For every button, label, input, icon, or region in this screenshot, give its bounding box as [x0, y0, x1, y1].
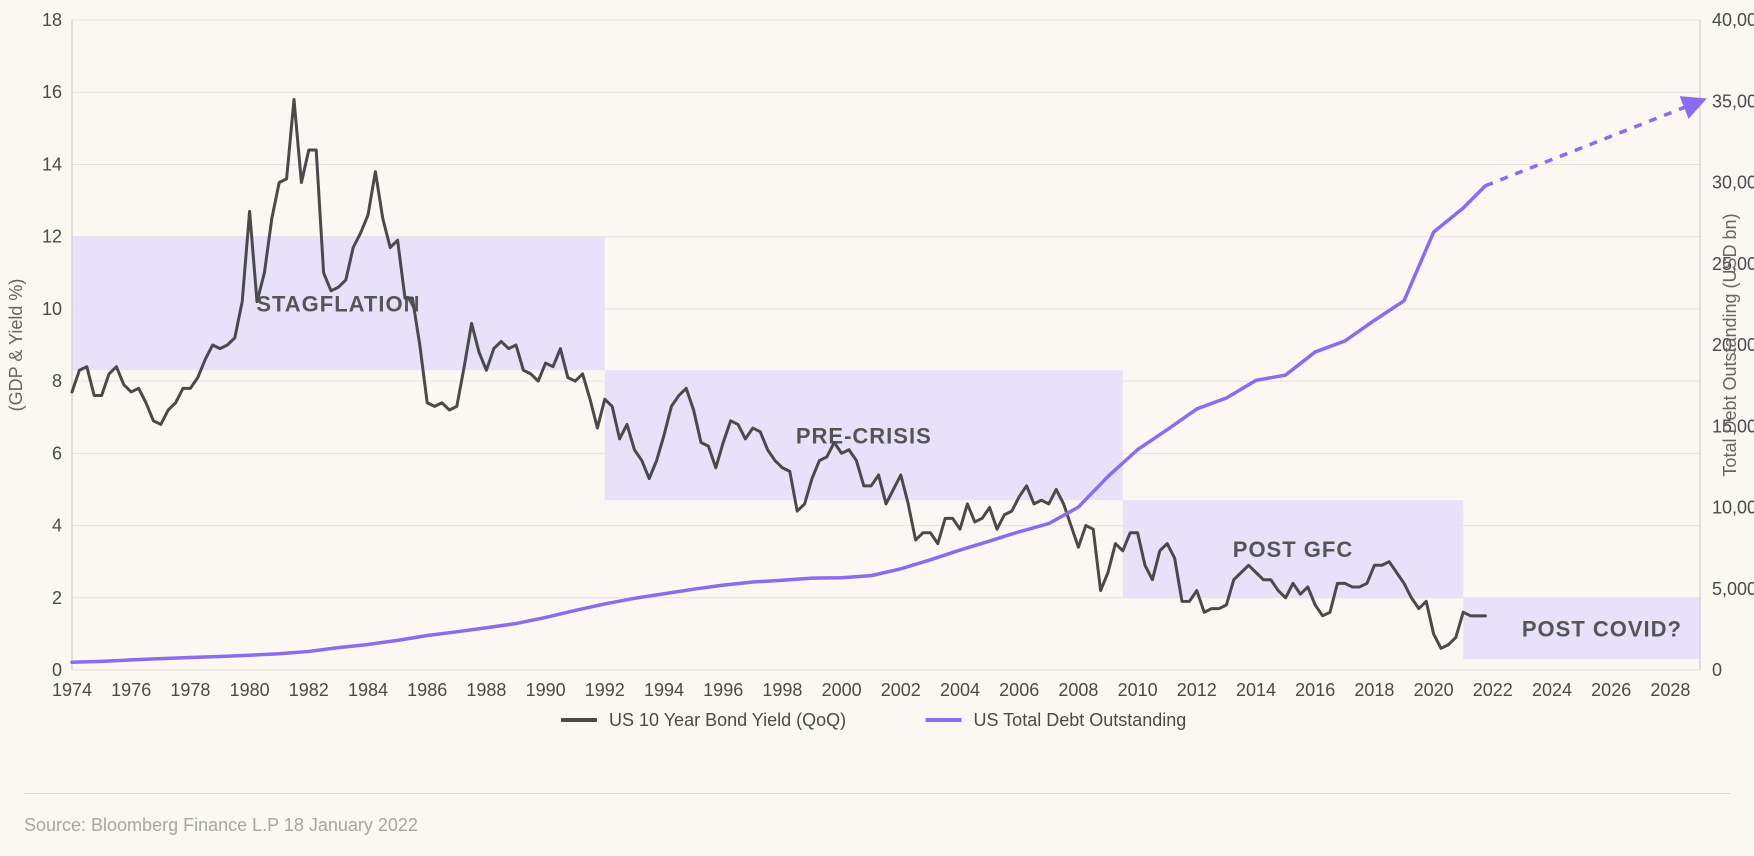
x-tick: 1988	[466, 680, 506, 700]
y-left-tick: 12	[42, 227, 62, 247]
x-tick: 2016	[1295, 680, 1335, 700]
x-tick: 1984	[348, 680, 388, 700]
y-left-tick: 0	[52, 660, 62, 680]
x-tick: 2012	[1177, 680, 1217, 700]
x-tick: 1986	[407, 680, 447, 700]
y-left-tick: 14	[42, 154, 62, 174]
x-tick: 2028	[1650, 680, 1690, 700]
y-right-tick: 0	[1712, 660, 1722, 680]
y-right-tick: 30,000	[1712, 173, 1754, 193]
x-tick: 1990	[526, 680, 566, 700]
y-left-tick: 6	[52, 443, 62, 463]
x-tick: 2010	[1118, 680, 1158, 700]
y-right-tick: 40,000	[1712, 10, 1754, 30]
x-tick: 1976	[111, 680, 151, 700]
x-tick: 2000	[822, 680, 862, 700]
source-text: Source: Bloomberg Finance L.P 18 January…	[24, 815, 418, 836]
y-right-tick: 10,000	[1712, 498, 1754, 518]
era-label: STAGFLATION	[256, 291, 420, 316]
x-tick: 2002	[881, 680, 921, 700]
x-tick: 2014	[1236, 680, 1276, 700]
y-right-label: Total Debt Outstanding (USD bn)	[1720, 213, 1740, 476]
era-label: POST GFC	[1233, 537, 1353, 562]
chart-svg: STAGFLATION PRE-CRISIS POST GFC POST COVID?…	[0, 0, 1754, 780]
x-tick: 2024	[1532, 680, 1572, 700]
x-tick: 1978	[170, 680, 210, 700]
chart-container: STAGFLATION PRE-CRISIS POST GFC POST COVID?…	[0, 0, 1754, 856]
x-tick: 2006	[999, 680, 1039, 700]
y-left-tick: 10	[42, 299, 62, 319]
y-left-tick: 16	[42, 82, 62, 102]
y-right-tick: 5,000	[1712, 579, 1754, 599]
x-tick: 1994	[644, 680, 684, 700]
y-left-tick: 2	[52, 588, 62, 608]
x-tick: 2026	[1591, 680, 1631, 700]
y-left-label: (GDP & Yield %)	[6, 279, 26, 412]
era-label: POST COVID?	[1522, 616, 1682, 641]
x-tick: 1998	[762, 680, 802, 700]
y-left-tick: 18	[42, 10, 62, 30]
x-tick: 1980	[230, 680, 270, 700]
x-tick: 2004	[940, 680, 980, 700]
x-tick: 2022	[1473, 680, 1513, 700]
y-left-tick: 8	[52, 371, 62, 391]
x-tick: 1982	[289, 680, 329, 700]
footer-divider	[24, 793, 1730, 794]
legend-label: US 10 Year Bond Yield (QoQ)	[609, 710, 846, 730]
y-right-tick: 35,000	[1712, 91, 1754, 111]
x-tick: 2020	[1414, 680, 1454, 700]
era-label: PRE-CRISIS	[796, 423, 932, 448]
series-forecast	[1485, 101, 1700, 186]
x-tick: 2008	[1058, 680, 1098, 700]
x-tick: 1992	[585, 680, 625, 700]
x-tick: 2018	[1354, 680, 1394, 700]
x-tick: 1974	[52, 680, 92, 700]
x-tick: 1996	[703, 680, 743, 700]
legend-label: US Total Debt Outstanding	[974, 710, 1187, 730]
y-left-tick: 4	[52, 516, 62, 536]
